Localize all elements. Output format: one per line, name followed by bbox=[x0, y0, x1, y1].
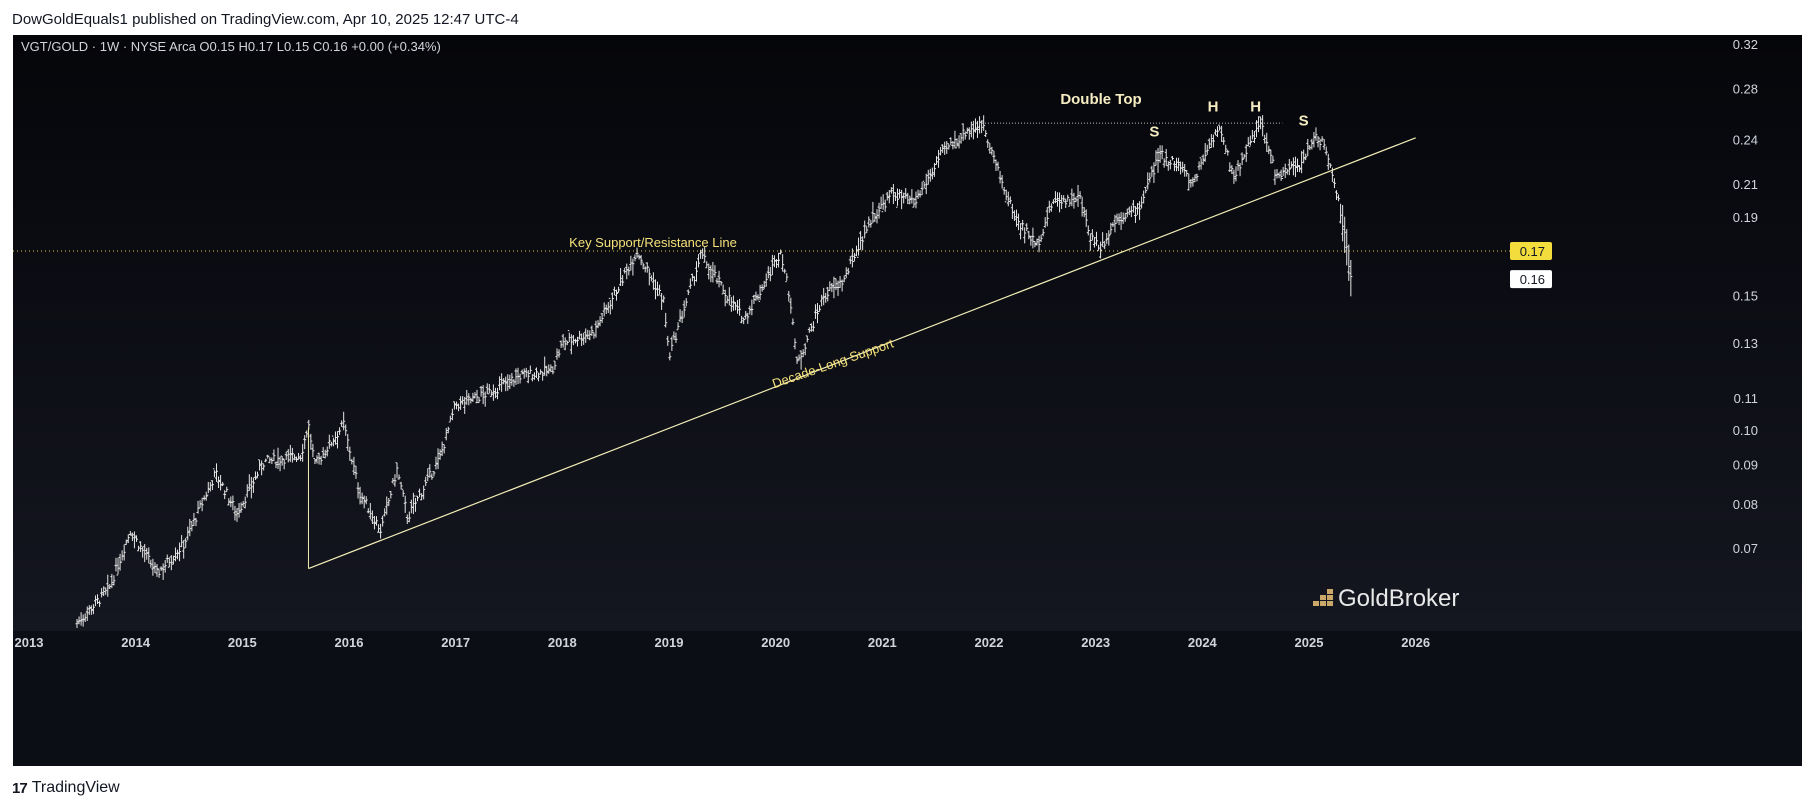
y-tick-label: 0.13 bbox=[1733, 336, 1758, 351]
y-tick-label: 0.32 bbox=[1733, 37, 1758, 52]
y-tick-label: 0.24 bbox=[1733, 133, 1758, 148]
annotation-label: Double Top bbox=[1060, 91, 1141, 108]
y-tick-label: 0.19 bbox=[1733, 210, 1758, 225]
x-tick-label: 2013 bbox=[15, 635, 44, 650]
price-badge-label: 0.16 bbox=[1520, 272, 1545, 287]
x-tick-label: 2026 bbox=[1401, 635, 1430, 650]
annotation-label: S bbox=[1149, 123, 1159, 140]
x-tick-label: 2016 bbox=[335, 635, 364, 650]
x-tick-label: 2015 bbox=[228, 635, 257, 650]
y-tick-label: 0.15 bbox=[1733, 288, 1758, 303]
symbol-line: VGT/GOLD · 1W · NYSE Arca O0.15 H0.17 L0… bbox=[21, 39, 441, 54]
x-tick-label: 2025 bbox=[1295, 635, 1324, 650]
watermark-text: GoldBroker bbox=[1338, 585, 1459, 612]
publisher-line: DowGoldEquals1 published on TradingView.… bbox=[12, 11, 519, 28]
last-price-badge-high bbox=[1510, 242, 1552, 261]
annotation-label: H bbox=[1250, 98, 1261, 115]
y-tick-label: 0.09 bbox=[1733, 458, 1758, 473]
goldbroker-logo-icon bbox=[1313, 589, 1333, 606]
annotation-label: Key Support/Resistance Line bbox=[569, 235, 737, 250]
x-tick-label: 2023 bbox=[1081, 635, 1110, 650]
chart-panel[interactable]: Key Support/Resistance Line Decade-Long S… bbox=[13, 35, 1802, 766]
x-tick-label: 2022 bbox=[975, 635, 1004, 650]
y-tick-label: 0.28 bbox=[1733, 81, 1758, 96]
watermark-logo: GoldBroker bbox=[1313, 585, 1459, 612]
x-axis-band bbox=[13, 631, 1802, 766]
decade-long-support-line bbox=[308, 137, 1416, 570]
x-tick-label: 2021 bbox=[868, 635, 897, 650]
x-tick-label: 2020 bbox=[761, 635, 790, 650]
footer-brand[interactable]: 17 TradingView bbox=[12, 779, 120, 797]
footer-brand-label: TradingView bbox=[31, 779, 120, 796]
tradingview-logo-icon: 17 bbox=[12, 779, 28, 797]
last-price-badge bbox=[1510, 270, 1552, 289]
y-tick-label: 0.08 bbox=[1733, 497, 1758, 512]
price-badge-label: 0.17 bbox=[1520, 244, 1545, 259]
annotation-label: S bbox=[1299, 113, 1309, 130]
y-tick-label: 0.11 bbox=[1734, 391, 1758, 406]
x-tick-label: 2024 bbox=[1188, 635, 1218, 650]
y-tick-label: 0.07 bbox=[1733, 541, 1758, 556]
x-tick-label: 2017 bbox=[441, 635, 470, 650]
annotation-label: H bbox=[1208, 98, 1219, 115]
y-tick-label: 0.21 bbox=[1733, 177, 1758, 192]
x-tick-label: 2018 bbox=[548, 635, 577, 650]
y-tick-label: 0.10 bbox=[1733, 423, 1758, 438]
x-tick-label: 2019 bbox=[655, 635, 684, 650]
x-tick-label: 2014 bbox=[121, 635, 151, 650]
